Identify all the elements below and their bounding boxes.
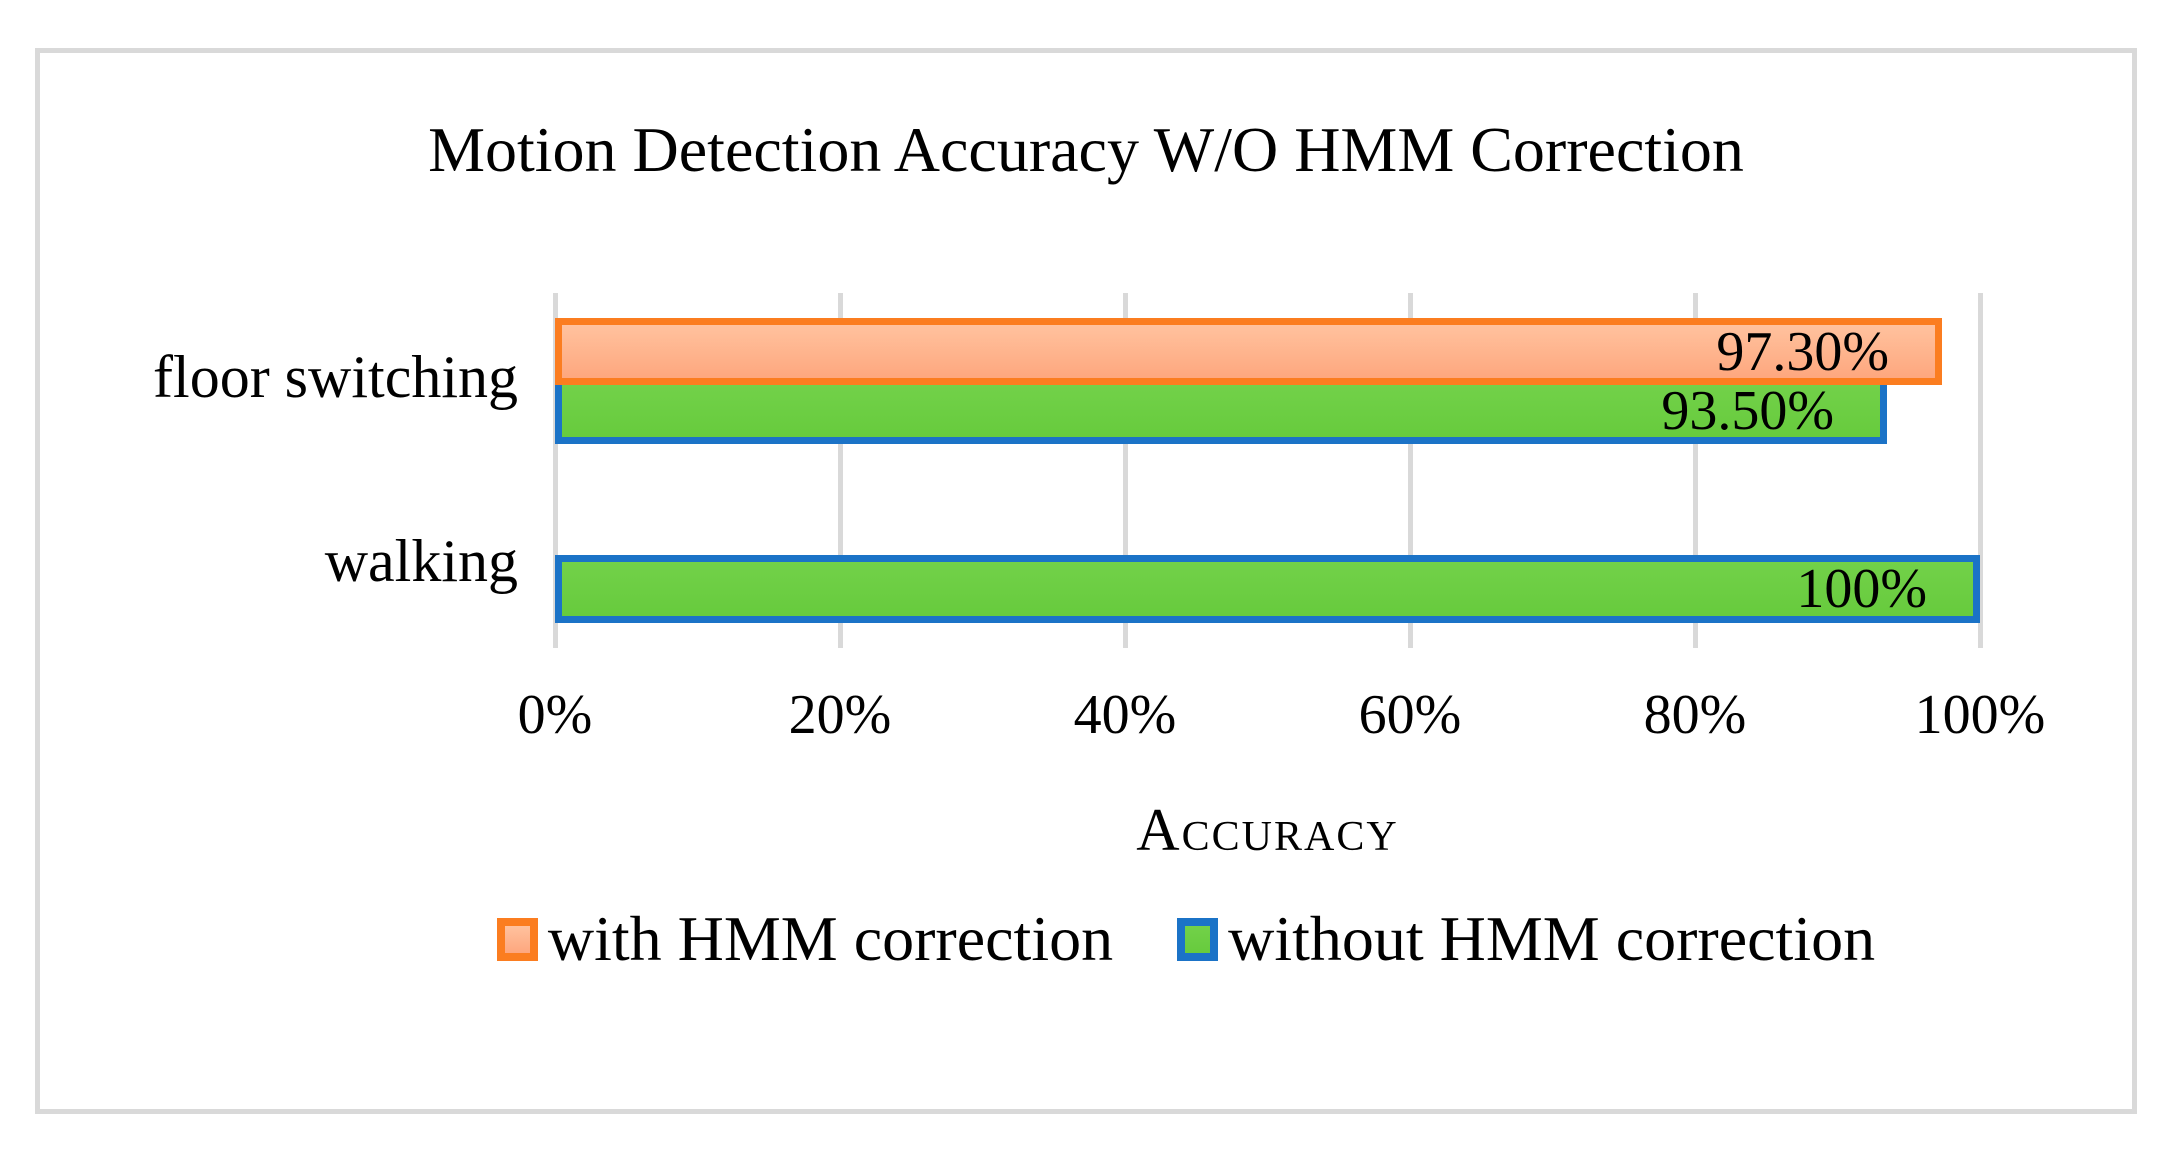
data-label-walking-without-hmm: 100% [1796, 558, 1927, 620]
x-axis-tick-label: 100% [1914, 684, 2046, 746]
chart-title: Motion Detection Accuracy W/O HMM Correc… [428, 114, 1744, 185]
legend-label-without-hmm: without HMM correction [1228, 903, 1876, 974]
category-label-floor-switching: floor switching [153, 343, 518, 410]
x-axis-tick-label: 0% [517, 684, 593, 746]
gridline [1408, 293, 1413, 648]
data-label-floor-switching-with-hmm: 97.30% [1716, 320, 1889, 383]
x-axis-tick-label: 20% [788, 684, 892, 746]
x-axis-tick-label: 60% [1358, 684, 1462, 746]
chart-frame: Motion Detection Accuracy W/O HMM Correc… [35, 48, 2137, 1114]
data-label-floor-switching-without-hmm: 93.50% [1661, 380, 1834, 442]
category-label-walking: walking [324, 527, 518, 594]
legend-label-with-hmm: with HMM correction [547, 903, 1114, 974]
legend-swatch-with-hmm-icon [496, 917, 538, 961]
legend-item-with-hmm-correction: with HMM correction [496, 903, 1114, 974]
gridline [1123, 293, 1128, 648]
x-axis-title: Accuracy [1136, 797, 1399, 863]
x-axis-tick-label: 80% [1643, 684, 1747, 746]
legend-swatch-without-hmm-icon [1177, 917, 1219, 961]
legend-item-without-hmm-correction: without HMM correction [1177, 907, 1875, 971]
bar-floor-switching-without-hmm-correction: 93.50% [555, 378, 1887, 444]
gridline [553, 293, 558, 648]
legend: with HMM correction without HMM correcti… [40, 899, 2132, 979]
gridline [838, 293, 843, 648]
gridline [1978, 293, 1983, 648]
bar-walking-without-hmm-correction: 100% [555, 555, 1980, 623]
bar-floor-switching-with-hmm-correction: 97.30% [555, 318, 1942, 385]
gridline [1693, 293, 1698, 648]
x-axis-tick-label: 40% [1073, 684, 1177, 746]
